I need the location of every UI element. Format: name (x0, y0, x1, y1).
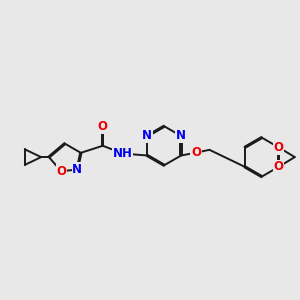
Text: O: O (274, 160, 284, 173)
Text: O: O (191, 146, 201, 159)
Text: NH: NH (113, 147, 133, 160)
Text: O: O (56, 165, 66, 178)
Text: N: N (176, 130, 186, 142)
Text: N: N (142, 130, 152, 142)
Text: N: N (72, 163, 82, 176)
Text: O: O (98, 120, 108, 134)
Text: O: O (274, 141, 284, 154)
